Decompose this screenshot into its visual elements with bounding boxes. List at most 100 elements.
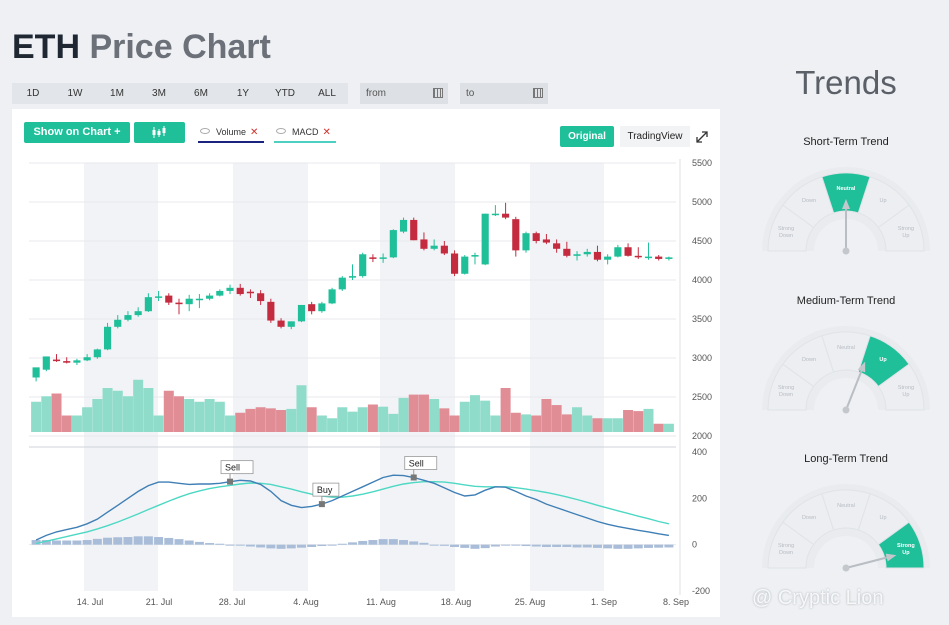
candle[interactable] bbox=[308, 301, 316, 315]
candle[interactable] bbox=[491, 205, 499, 217]
eye-icon[interactable] bbox=[200, 128, 210, 134]
candle[interactable] bbox=[542, 233, 550, 245]
range-button-6m[interactable]: 6M bbox=[194, 88, 208, 99]
candle[interactable] bbox=[532, 231, 540, 244]
candle[interactable] bbox=[471, 252, 479, 265]
eye-icon[interactable] bbox=[276, 128, 286, 134]
range-button-all[interactable]: ALL bbox=[318, 88, 336, 99]
candle[interactable] bbox=[73, 358, 81, 366]
candle[interactable] bbox=[277, 318, 285, 329]
range-button-ytd[interactable]: YTD bbox=[275, 88, 295, 99]
candle[interactable] bbox=[93, 348, 101, 359]
candle[interactable] bbox=[573, 251, 581, 261]
candle[interactable] bbox=[297, 304, 306, 323]
close-icon[interactable]: ✕ bbox=[250, 127, 259, 138]
candle[interactable] bbox=[644, 242, 653, 260]
candle-body bbox=[665, 257, 673, 259]
candle[interactable] bbox=[563, 241, 571, 258]
show-on-chart-button[interactable]: Show on Chart + bbox=[24, 122, 130, 143]
signal-marker[interactable] bbox=[318, 501, 325, 508]
candle[interactable] bbox=[440, 241, 448, 256]
macd-histogram-bar bbox=[174, 539, 184, 545]
calendar-icon[interactable] bbox=[433, 88, 443, 98]
candle[interactable] bbox=[379, 253, 387, 263]
candle[interactable] bbox=[114, 315, 122, 329]
candle[interactable] bbox=[134, 307, 142, 317]
candle[interactable] bbox=[389, 229, 397, 259]
candle[interactable] bbox=[155, 290, 163, 302]
candle[interactable] bbox=[318, 301, 326, 313]
candle[interactable] bbox=[195, 294, 203, 309]
signal-marker[interactable] bbox=[227, 478, 234, 485]
candle[interactable] bbox=[604, 254, 612, 265]
candle[interactable] bbox=[450, 250, 459, 277]
gauge-needle-tip bbox=[842, 199, 850, 209]
candle[interactable] bbox=[83, 354, 91, 362]
candle[interactable] bbox=[665, 256, 673, 261]
macd-histogram-bar bbox=[256, 544, 266, 548]
from-date-field[interactable]: from bbox=[360, 83, 448, 104]
volume-bar bbox=[510, 412, 521, 432]
volume-bar bbox=[357, 407, 368, 432]
candle-body bbox=[491, 213, 499, 216]
candle[interactable] bbox=[634, 247, 642, 259]
candle[interactable] bbox=[103, 322, 112, 351]
indicator-macd-tab[interactable]: MACD ✕ bbox=[274, 127, 336, 143]
candle[interactable] bbox=[399, 217, 408, 234]
candle[interactable] bbox=[226, 284, 234, 295]
candle[interactable] bbox=[287, 321, 295, 330]
candlestick-type-button[interactable] bbox=[134, 122, 185, 143]
close-icon[interactable]: ✕ bbox=[322, 127, 331, 138]
macd-histogram-bar bbox=[164, 537, 174, 545]
candle[interactable] bbox=[512, 216, 520, 257]
tradingview-button[interactable]: TradingView bbox=[620, 126, 690, 147]
candle[interactable] bbox=[206, 293, 214, 301]
range-button-1d[interactable]: 1D bbox=[26, 88, 40, 99]
candle[interactable] bbox=[32, 367, 40, 382]
candle[interactable] bbox=[185, 294, 193, 312]
candle[interactable] bbox=[52, 354, 61, 362]
candle[interactable] bbox=[124, 311, 132, 322]
candle[interactable] bbox=[502, 202, 510, 220]
calendar-icon[interactable] bbox=[533, 88, 543, 98]
candle[interactable] bbox=[522, 231, 530, 253]
candle[interactable] bbox=[461, 255, 469, 275]
candle[interactable] bbox=[63, 357, 71, 364]
candle[interactable] bbox=[348, 264, 357, 280]
candle[interactable] bbox=[583, 248, 591, 257]
candle[interactable] bbox=[655, 255, 663, 261]
signal-label-box bbox=[220, 460, 254, 475]
candle[interactable] bbox=[165, 293, 173, 305]
candle[interactable] bbox=[624, 243, 632, 257]
candle[interactable] bbox=[553, 239, 561, 253]
candle[interactable] bbox=[267, 298, 275, 323]
candle[interactable] bbox=[42, 356, 50, 372]
candle[interactable] bbox=[481, 213, 489, 266]
to-date-field[interactable]: to bbox=[460, 83, 548, 104]
candle[interactable] bbox=[338, 276, 346, 291]
candle[interactable] bbox=[593, 245, 602, 262]
macd-histogram-bar bbox=[613, 544, 623, 549]
candle[interactable] bbox=[430, 239, 438, 251]
signal-marker[interactable] bbox=[410, 474, 417, 481]
range-button-1w[interactable]: 1W bbox=[67, 88, 83, 99]
range-button-3m[interactable]: 3M bbox=[152, 88, 166, 99]
candle[interactable] bbox=[246, 289, 255, 298]
candle[interactable] bbox=[359, 252, 367, 278]
candle[interactable] bbox=[236, 283, 244, 296]
range-button-1m[interactable]: 1M bbox=[110, 88, 124, 99]
original-view-button[interactable]: Original bbox=[560, 126, 614, 147]
candle[interactable] bbox=[614, 244, 622, 258]
candle[interactable] bbox=[175, 298, 183, 315]
expand-icon[interactable] bbox=[695, 130, 709, 144]
range-button-1y[interactable]: 1Y bbox=[236, 88, 250, 99]
candle[interactable] bbox=[328, 287, 336, 305]
price-chart[interactable]: 550050004500400035003000250020004002000-… bbox=[12, 109, 720, 617]
candle[interactable] bbox=[369, 254, 377, 263]
candle[interactable] bbox=[420, 232, 428, 251]
candle[interactable] bbox=[216, 289, 224, 297]
candle[interactable] bbox=[144, 293, 152, 312]
candle[interactable] bbox=[257, 290, 265, 305]
candle[interactable] bbox=[410, 217, 418, 241]
indicator-volume-tab[interactable]: Volume ✕ bbox=[198, 127, 264, 143]
